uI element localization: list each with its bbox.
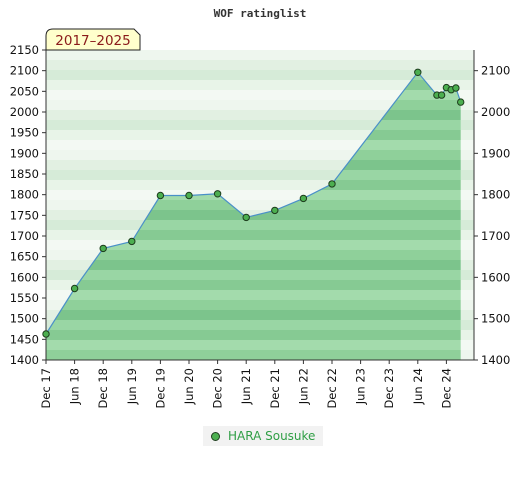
data-point: [70, 284, 79, 293]
x-tick-label: Dec 23: [382, 368, 396, 409]
x-tick-label: Jun 23: [354, 368, 368, 405]
period-badge-text: 2017–2025: [55, 33, 130, 49]
x-tick-label: Jun 22: [296, 368, 310, 405]
x-tick-label: Dec 20: [211, 368, 225, 409]
area-band: [46, 310, 461, 320]
left-tick-label: 1750: [10, 208, 39, 222]
data-point: [128, 237, 136, 246]
background-band: [46, 50, 474, 60]
x-tick-label: Dec 19: [153, 368, 167, 409]
left-tick-label: 1900: [10, 146, 39, 160]
right-axis-ticks: 2100 2000 1900 1800 1700 1600 1500 1400: [474, 64, 510, 367]
left-tick-label: 2100: [10, 64, 39, 78]
x-tick-label: Dec 24: [439, 368, 453, 409]
right-tick-label: 1600: [481, 270, 510, 284]
left-tick-label: 2050: [10, 84, 39, 98]
data-points: [42, 68, 465, 338]
data-point: [213, 190, 222, 198]
background-band: [46, 80, 474, 90]
left-tick-label: 1500: [10, 312, 39, 326]
area-band: [46, 350, 461, 360]
x-axis-ticks: Dec 17 Jun 18 Dec 18 Jun 19 Dec 19 Jun 20 Dec …: [39, 360, 453, 409]
period-badge: 2017–2025: [45, 28, 141, 51]
area-band: [46, 280, 461, 290]
left-tick-label: 1550: [10, 291, 39, 305]
right-tick-label: 1700: [481, 229, 510, 243]
area-band: [46, 220, 461, 230]
x-tick-label: Dec 21: [268, 368, 282, 409]
x-tick-label: Jun 20: [182, 368, 196, 405]
legend-label: HARA Sousuke: [228, 429, 316, 443]
data-point: [328, 180, 336, 188]
data-point: [185, 191, 193, 200]
area-band: [46, 230, 461, 240]
data-point: [42, 330, 50, 338]
background-band: [46, 200, 474, 210]
x-tick-label: Jun 21: [239, 368, 253, 405]
left-tick-label: 1450: [10, 332, 39, 346]
x-tick-label: Dec 17: [39, 368, 53, 409]
background-band: [46, 90, 474, 100]
left-tick-label: 1600: [10, 270, 39, 284]
data-point: [457, 98, 465, 106]
left-axis-ticks: 2150 2100 2050 2000 1950 1900 1850 1800 1750 1700…: [10, 43, 46, 367]
data-point: [437, 91, 446, 99]
left-tick-label: 1950: [10, 126, 39, 140]
x-tick-label: Jun 24: [411, 368, 425, 405]
background-band: [46, 180, 474, 190]
area-band: [46, 330, 461, 340]
background-band: [46, 140, 474, 150]
background-band: [46, 130, 474, 140]
data-point: [414, 68, 422, 77]
right-tick-label: 1800: [481, 188, 510, 202]
axes: [45, 50, 475, 361]
left-tick-label: 1400: [10, 353, 39, 367]
background-band: [46, 190, 474, 200]
background-band: [46, 120, 474, 130]
chart-title: WOF ratinglist: [214, 7, 307, 20]
area-band: [46, 240, 461, 250]
area-band: [46, 300, 461, 310]
right-tick-label: 2000: [481, 105, 510, 119]
right-tick-label: 1400: [481, 353, 510, 367]
left-tick-label: 1700: [10, 229, 39, 243]
background-band: [46, 160, 474, 170]
area-band: [46, 250, 461, 260]
data-point: [452, 84, 460, 92]
data-point: [99, 244, 107, 253]
x-tick-label: Dec 22: [325, 368, 339, 409]
area-band: [46, 290, 461, 300]
background-band: [46, 150, 474, 160]
left-tick-label: 2150: [10, 43, 39, 57]
background-band: [46, 110, 474, 120]
area-band: [46, 260, 461, 270]
left-tick-label: 1650: [10, 250, 39, 264]
x-tick-label: Dec 18: [96, 368, 110, 409]
data-point: [271, 206, 279, 215]
background-band: [46, 170, 474, 180]
area-band: [46, 320, 461, 330]
background-band: [46, 70, 474, 80]
data-point: [242, 213, 250, 222]
legend: HARA Sousuke: [203, 426, 324, 446]
data-point: [156, 191, 165, 200]
x-tick-label: Jun 18: [68, 368, 82, 405]
left-tick-label: 1850: [10, 167, 39, 181]
right-tick-label: 1500: [481, 312, 510, 326]
x-tick-label: Jun 19: [125, 368, 139, 405]
left-tick-label: 1800: [10, 188, 39, 202]
background-band: [46, 60, 474, 70]
area-band: [46, 340, 461, 350]
area-band: [46, 270, 461, 280]
right-tick-label: 2100: [481, 64, 510, 78]
data-point: [299, 194, 308, 203]
background-band: [46, 100, 474, 110]
legend-marker-icon: [211, 431, 220, 441]
left-tick-label: 2000: [10, 105, 39, 119]
right-tick-label: 1900: [481, 146, 510, 160]
